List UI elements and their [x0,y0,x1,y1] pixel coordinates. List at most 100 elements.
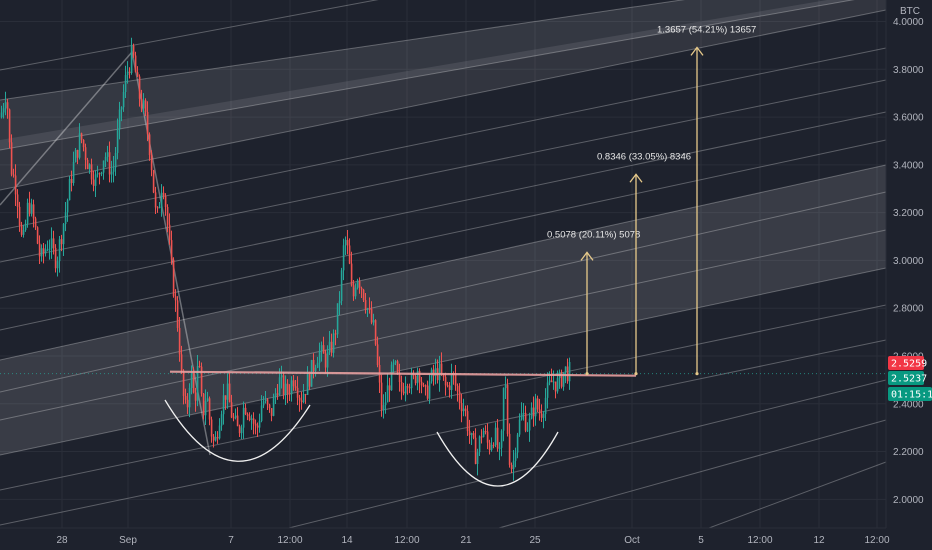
price-tick-label: 4.0000 [893,17,924,28]
price-tick-label: 2.0000 [893,495,924,506]
candle-body [468,431,471,436]
candle-body [420,381,423,386]
candle-body [276,393,279,395]
candle-body [148,134,151,156]
price-tag-label: 2.5237 [891,374,927,385]
candle-body [92,179,95,186]
candle-body [510,464,513,470]
candle-body [404,386,407,394]
neckline-line [169,370,637,377]
candle-body [376,344,379,365]
candle-body [72,162,75,184]
candle-body [12,174,15,176]
candle-body [320,345,323,352]
candle-body [260,405,263,421]
candle-body [228,383,231,403]
price-axis-panel[interactable] [886,0,932,550]
candle-body [282,375,285,395]
candle-body [134,55,137,73]
pattern-arcs [164,399,559,487]
candle-body [496,427,499,449]
candle-body [504,384,507,389]
candle-body [550,380,553,383]
channel-line [0,339,887,526]
candle-body [450,372,453,390]
time-tick-label: 12:00 [394,535,419,546]
candle-body [364,300,367,310]
candle-body [32,204,35,219]
candle-body [486,431,489,443]
target-label: 1.3657 (54.21%) 13657 [657,24,756,35]
candle-body [20,225,23,235]
candle-body [16,194,19,207]
candle-body [110,171,113,175]
candle-body [316,362,319,368]
candle-body [244,407,247,415]
candle-body [114,152,117,168]
candle-body [456,385,459,392]
candle-body [350,263,353,286]
candle-body [254,423,257,426]
candle-body [4,102,7,109]
candle-body [144,100,147,112]
channel-line [199,379,887,550]
candle-body [386,385,389,403]
candle-body [466,411,469,432]
candle-body [186,399,189,408]
candle-body [380,382,383,410]
time-axis-panel[interactable] [0,528,932,550]
candle-body [344,239,347,246]
price-tag-label: 2.5259 [891,359,927,370]
candle-body [106,152,109,157]
candle-body [406,386,409,388]
candle-body [524,412,527,431]
candle-body [122,91,125,108]
candle-body [170,240,173,260]
candle-body [82,139,85,148]
candle-body [62,224,65,245]
candle-body [554,381,557,392]
candle-body [424,385,427,387]
candle-body [536,398,539,410]
candle-body [388,385,391,391]
candle-body [336,303,339,335]
candle-body [202,393,205,416]
candle-body [506,384,509,434]
candle-body [2,108,5,113]
candle-body [224,395,227,400]
candle-body [398,373,401,383]
candle-body [512,460,515,470]
candle-body [294,386,297,388]
candle-body [396,361,399,374]
candle-body [222,395,225,415]
candle-body [34,218,37,228]
left-arc [164,399,311,462]
candle-body [514,452,517,461]
candle-body [482,431,485,437]
candle-body [412,374,415,376]
candle-body [70,179,73,184]
candle-body [140,98,143,109]
candle-body [166,207,169,225]
candle-body [462,408,465,412]
candle-body [478,436,481,453]
candle-body [76,149,79,158]
candle-body [252,418,255,424]
candle-body [50,238,53,249]
candle-body [520,413,523,420]
candle-body [490,444,493,451]
price-tick-label: 3.8000 [893,65,924,76]
price-tick-label: 3.4000 [893,160,924,171]
regression-channels [0,0,887,550]
candle-body [352,285,355,297]
candle-body [266,399,269,405]
channel-line [0,0,685,101]
candle-body [126,71,129,76]
candle-body [272,397,275,416]
channel-line [0,79,887,263]
price-tick-label: 2.2000 [893,447,924,458]
candle-body [22,230,25,235]
candle-body [0,112,3,118]
price-tick-label: 3.0000 [893,256,924,267]
